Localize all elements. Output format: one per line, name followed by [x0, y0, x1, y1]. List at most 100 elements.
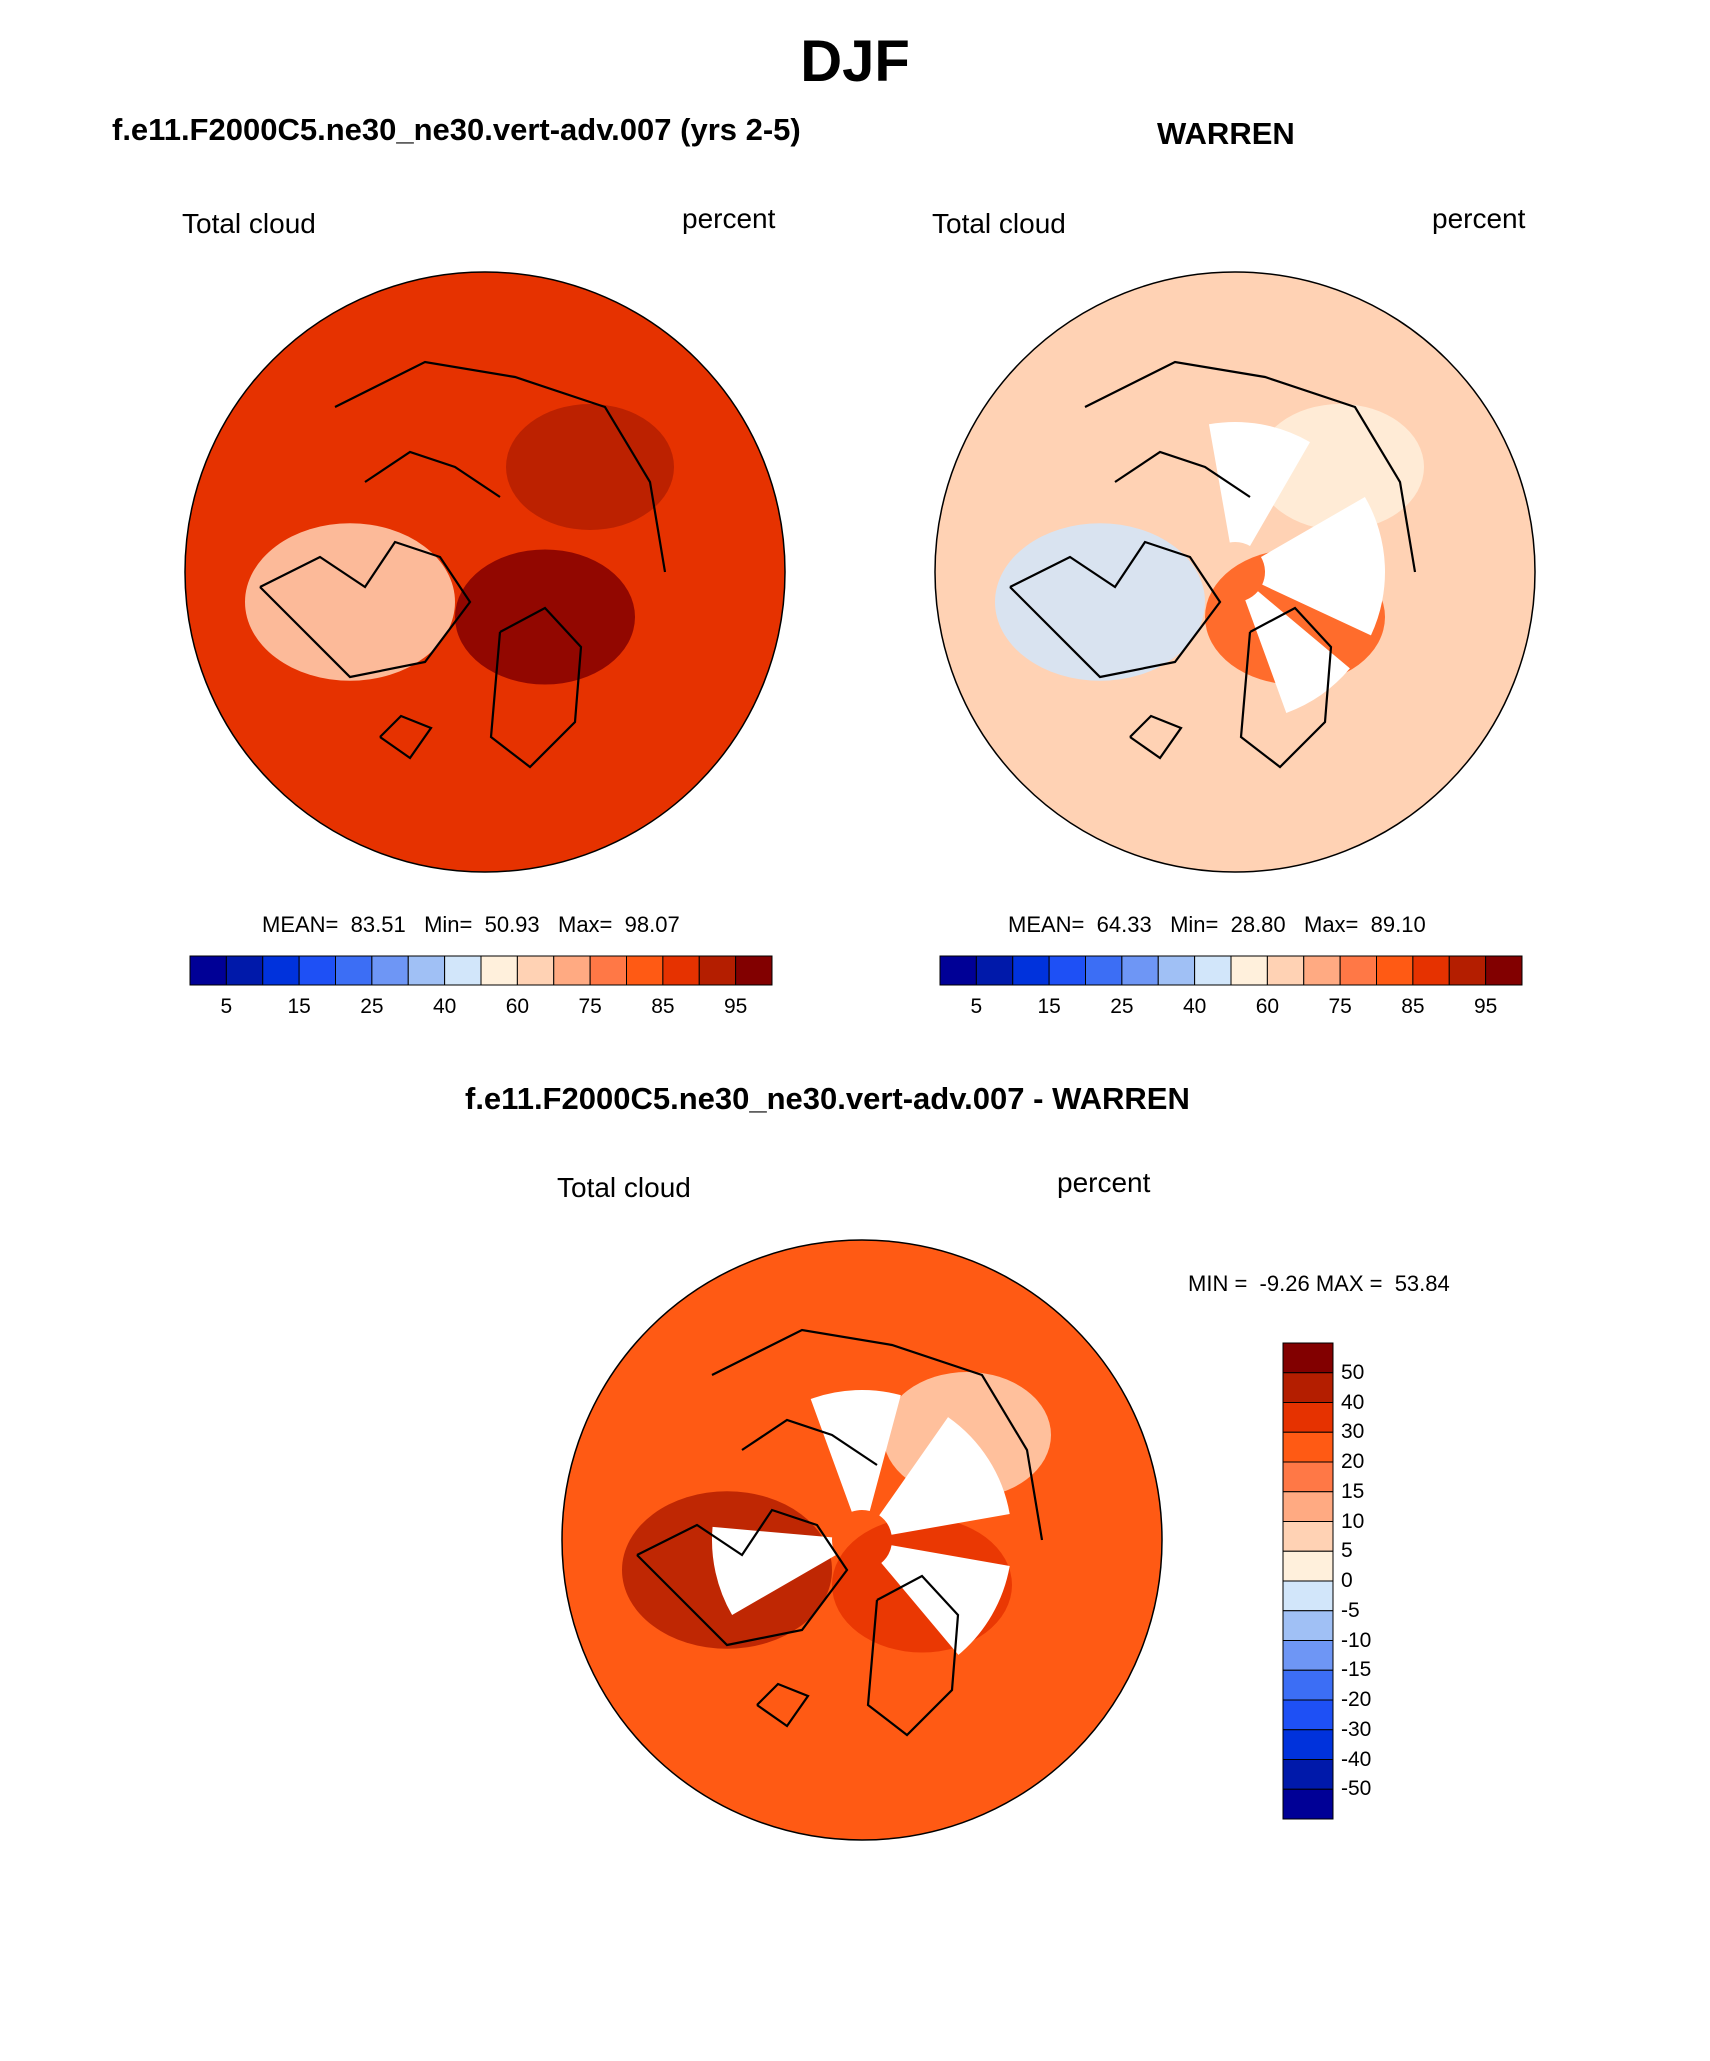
panel3-colorbar [1282, 1342, 1334, 1820]
panel1-colorbar-swatch [371, 955, 409, 986]
panel1-colorbar-tick-label: 60 [505, 995, 530, 1018]
panel2-colorbar-swatch [1230, 955, 1268, 986]
panel3-colorbar-tick-label: 50 [1341, 1360, 1365, 1384]
panel2-mean-label: MEAN= [1008, 912, 1085, 937]
panel2-colorbar-swatch [1412, 955, 1450, 986]
map-border [934, 271, 1536, 873]
top-left-panel-title: f.e11.F2000C5.ne30_ne30.vert-adv.007 (yr… [112, 112, 801, 147]
coastline [711, 1328, 1044, 1541]
panel3-colorbar-swatch [1282, 1521, 1334, 1552]
panel2-colorbar-tick-label: 85 [1401, 995, 1425, 1018]
panel3-min-value: -9.26 [1259, 1271, 1310, 1296]
panel2-colorbar-swatch [1485, 955, 1523, 986]
panel1-colorbar-tick-label: 5 [220, 995, 233, 1018]
region-greenland-interior [245, 523, 455, 681]
panel3-colorbar-tick-label: 10 [1341, 1509, 1365, 1533]
coastline [866, 1574, 960, 1737]
panel2-max-value: 89.10 [1370, 912, 1426, 937]
top-right-panel-title: WARREN [1157, 116, 1295, 151]
panel2-mean-value: 64.33 [1096, 912, 1152, 937]
panel1-colorbar-swatch [335, 955, 373, 986]
missing-data-wedge [711, 1526, 837, 1615]
panel1-max-label: Max= [558, 912, 613, 937]
panel3-colorbar-tick-label: -40 [1341, 1747, 1372, 1771]
panel1-mean-label: MEAN= [262, 912, 339, 937]
panel2-colorbar-tick-label: 15 [1037, 995, 1061, 1018]
panel1-colorbar-swatch [189, 955, 227, 986]
panel1-units-label: percent [682, 203, 776, 234]
panel1-colorbar-tick-label: 75 [578, 995, 602, 1018]
coastline [334, 360, 667, 573]
panel2-colorbar-swatch [1194, 955, 1232, 986]
panel3-colorbar-swatch [1282, 1788, 1334, 1820]
region-north-atlantic [506, 404, 674, 530]
panel1-colorbar-swatch [262, 955, 300, 986]
panel2-map [934, 271, 1536, 873]
panel2-colorbar-swatch [1048, 955, 1086, 986]
panel2-variable-label: Total cloud [932, 208, 1066, 239]
region-norwegian-sea-max [455, 549, 635, 685]
panel1-max-value: 98.07 [624, 912, 680, 937]
panel3-colorbar-swatch [1282, 1372, 1334, 1403]
panel1-colorbar-swatch [735, 955, 773, 986]
panel3-colorbar-tick-label: 0 [1341, 1569, 1353, 1592]
panel2-colorbar-tick-label: 95 [1473, 995, 1498, 1018]
panel2-colorbar-tick-label: 75 [1328, 995, 1352, 1018]
figure-title: DJF [800, 29, 910, 94]
panel3-colorbar-tick-label: 5 [1341, 1539, 1353, 1563]
panel2-units-label: percent [1432, 203, 1526, 234]
panel2-colorbar-swatch [1157, 955, 1196, 986]
panel2-colorbar-swatch [1121, 955, 1159, 986]
panel1-colorbar-swatch [589, 955, 627, 986]
panel3-colorbar-tick-label: -10 [1341, 1628, 1372, 1652]
panel1-field [185, 272, 785, 872]
panel2-min-label: Min= [1170, 912, 1219, 937]
bottom-panel-title: f.e11.F2000C5.ne30_ne30.vert-adv.007 - W… [465, 1081, 1190, 1116]
panel3-colorbar-swatch [1282, 1669, 1334, 1701]
panel3-colorbar-swatch [1282, 1729, 1334, 1760]
panel1-map [184, 271, 786, 873]
panel2-colorbar-swatch [1266, 955, 1305, 986]
panel2-colorbar-swatch [1339, 955, 1377, 986]
panel2-colorbar-swatch [1376, 955, 1414, 986]
panel2-colorbar-tick-label: 60 [1255, 995, 1280, 1018]
map-border [561, 1239, 1163, 1841]
panel3-min-label: MIN = [1188, 1271, 1248, 1296]
panel3-colorbar-tick-label: -50 [1341, 1777, 1372, 1801]
panel3-colorbar-swatch [1282, 1402, 1334, 1433]
panel1-colorbar-swatch [480, 955, 518, 986]
panel3-colorbar-tick-label: -15 [1341, 1658, 1372, 1682]
panel1-stats: MEAN= 83.51 Min= 50.93 Max= 98.07 [262, 912, 680, 938]
panel2-colorbar-swatch [1012, 955, 1050, 986]
panel3-colorbar-tick-label: -20 [1341, 1688, 1372, 1711]
panel2-field [935, 272, 1535, 872]
panel3-colorbar-tick-label: -30 [1341, 1717, 1372, 1741]
coastline [741, 1418, 878, 1466]
panel3-minmax: MIN = -9.26 MAX = 53.84 [1188, 1271, 1450, 1297]
coastline [1084, 360, 1417, 573]
panel2-colorbar-tick-label: 5 [970, 995, 983, 1018]
panel3-colorbar-swatch [1282, 1431, 1334, 1463]
panel1-min-label: Min= [424, 912, 473, 937]
panel2-colorbar-tick-label: 40 [1182, 995, 1207, 1018]
panel1-colorbar-swatch [662, 955, 700, 986]
panel2-colorbar [939, 955, 1523, 986]
coastline [379, 714, 433, 760]
panel3-colorbar-tick-label: 20 [1341, 1450, 1365, 1473]
panel1-variable-label: Total cloud [182, 208, 316, 239]
panel3-max-label: MAX = [1315, 1271, 1383, 1296]
panel2-colorbar-swatch [1303, 955, 1341, 986]
panel1-colorbar-swatch [516, 955, 555, 986]
missing-data-wedge [1208, 422, 1310, 547]
panel3-colorbar-swatch [1282, 1640, 1334, 1671]
coastline [259, 540, 472, 679]
coastline [756, 1682, 810, 1728]
panel1-colorbar-swatch [553, 955, 591, 986]
panel3-colorbar-tick-label: 30 [1341, 1420, 1365, 1444]
panel1-colorbar-tick-label: 15 [287, 995, 311, 1018]
panel3-colorbar-tick-label: 40 [1341, 1390, 1365, 1414]
coastline [1114, 450, 1251, 498]
panel1-colorbar-swatch [298, 955, 336, 986]
panel1-colorbar-swatch [407, 955, 446, 986]
